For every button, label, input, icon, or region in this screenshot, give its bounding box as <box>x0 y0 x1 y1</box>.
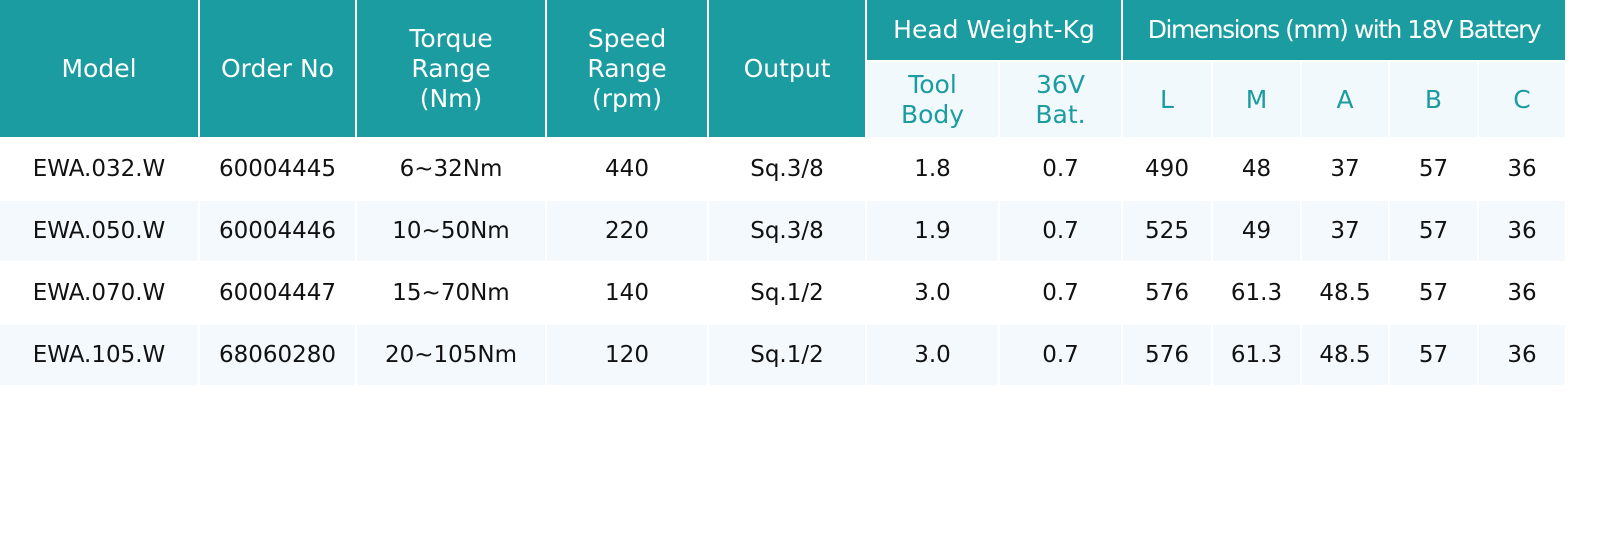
header-m: M <box>1213 62 1300 137</box>
cell-tool-body: 1.9 <box>867 201 998 261</box>
header-dimensions: Dimensions (mm) with 18V Battery <box>1123 0 1565 60</box>
header-speed: Speed Range (rpm) <box>547 0 707 137</box>
cell-l: 525 <box>1123 201 1211 261</box>
cell-a: 48.5 <box>1302 325 1388 385</box>
cell-speed: 220 <box>547 201 707 261</box>
cell-speed: 440 <box>605 156 649 182</box>
cell-l: 576 <box>1123 325 1211 385</box>
cell-b: 57 <box>1418 280 1449 306</box>
header-c: C <box>1479 62 1565 137</box>
header-b: B <box>1390 62 1477 137</box>
cell-output: Sq.1/2 <box>750 280 824 306</box>
cell-m: 61.3 <box>1213 325 1300 385</box>
cell-output: Sq.1/2 <box>709 325 865 385</box>
cell-m: 61.3 <box>1230 280 1283 306</box>
spec-table: Model Order No Torque Range (Nm) Speed R… <box>0 0 1565 385</box>
cell-36v-bat: 0.7 <box>1042 156 1079 182</box>
table-row: EWA.032.W 60004445 6~32Nm 440 Sq.3/8 1.8 0.7 49… <box>0 139 1565 199</box>
header-tool-body: Tool Body <box>867 62 998 137</box>
cell-model: EWA.050.W <box>0 201 198 261</box>
cell-torque: 15~70Nm <box>392 280 510 306</box>
cell-order-no: 60004446 <box>200 201 355 261</box>
cell-l: 576 <box>1145 280 1189 306</box>
cell-b: 57 <box>1390 325 1477 385</box>
cell-36v-bat: 0.7 <box>1000 325 1121 385</box>
cell-b: 57 <box>1418 156 1449 182</box>
cell-b: 57 <box>1390 201 1477 261</box>
cell-36v-bat: 0.7 <box>1000 201 1121 261</box>
cell-36v-bat: 0.7 <box>1042 280 1079 306</box>
cell-model: EWA.032.W <box>32 156 166 182</box>
table-row: EWA.105.W 68060280 20~105Nm 120 Sq.1/2 3.0 0.7… <box>0 325 1565 385</box>
header-torque: Torque Range (Nm) <box>357 0 545 137</box>
cell-tool-body: 3.0 <box>914 280 951 306</box>
cell-a: 37 <box>1330 156 1360 182</box>
header-model: Model <box>0 0 198 137</box>
cell-torque: 20~105Nm <box>357 325 545 385</box>
cell-output: Sq.3/8 <box>709 201 865 261</box>
header-l: L <box>1123 62 1211 137</box>
cell-torque: 6~32Nm <box>399 156 503 182</box>
cell-c: 36 <box>1479 325 1565 385</box>
table-row: EWA.050.W 60004446 10~50Nm 220 Sq.3/8 1.9 0.7 5… <box>0 201 1565 261</box>
cell-torque: 10~50Nm <box>357 201 545 261</box>
cell-l: 490 <box>1145 156 1189 182</box>
cell-speed: 140 <box>605 280 649 306</box>
header-order-no: Order No <box>200 0 355 137</box>
table-row: EWA.070.W 60004447 15~70Nm 140 Sq.1/2 3.0 0.7 5… <box>0 263 1565 323</box>
header-head-weight: Head Weight-Kg <box>867 0 1121 60</box>
cell-m: 48 <box>1241 156 1272 182</box>
header-output: Output <box>709 0 865 137</box>
cell-c: 36 <box>1507 280 1537 306</box>
cell-order-no: 60004447 <box>218 280 337 306</box>
cell-order-no: 68060280 <box>200 325 355 385</box>
cell-model: EWA.105.W <box>0 325 198 385</box>
cell-tool-body: 3.0 <box>867 325 998 385</box>
cell-output: Sq.3/8 <box>750 156 824 182</box>
header-36v-bat: 36V Bat. <box>1000 62 1121 137</box>
cell-order-no: 60004445 <box>218 156 337 182</box>
cell-c: 36 <box>1507 156 1537 182</box>
cell-a: 48.5 <box>1319 280 1371 306</box>
cell-tool-body: 1.8 <box>914 156 951 182</box>
cell-model: EWA.070.W <box>32 280 166 306</box>
cell-m: 49 <box>1213 201 1300 261</box>
header-a: A <box>1302 62 1388 137</box>
cell-a: 37 <box>1302 201 1388 261</box>
cell-c: 36 <box>1479 201 1565 261</box>
cell-speed: 120 <box>547 325 707 385</box>
